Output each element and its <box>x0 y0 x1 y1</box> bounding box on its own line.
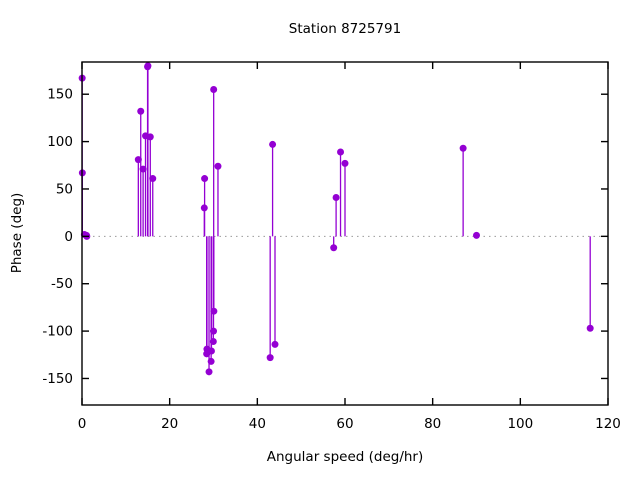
y-tick-label: -50 <box>51 276 73 292</box>
y-tick-label: 50 <box>56 181 73 197</box>
data-point <box>341 159 349 167</box>
data-point <box>473 231 480 239</box>
data-point <box>459 144 467 152</box>
data-point <box>205 368 213 376</box>
data-point <box>201 175 209 183</box>
chart-title: Station 8725791 <box>288 21 402 37</box>
data-point <box>209 338 217 346</box>
data-point <box>207 357 215 365</box>
data-point <box>337 148 345 156</box>
data-point <box>271 340 279 348</box>
data-point <box>146 133 154 141</box>
y-tick-label: 0 <box>64 229 73 245</box>
data-point <box>207 347 215 355</box>
x-tick-label: 60 <box>336 416 353 432</box>
x-tick-label: 120 <box>595 416 621 432</box>
x-tick-label: 100 <box>507 416 533 432</box>
x-tick-label: 0 <box>78 416 87 432</box>
x-tick-label: 40 <box>249 416 266 432</box>
data-point <box>332 193 340 201</box>
y-tick-label: -100 <box>42 324 73 340</box>
data-point <box>266 354 274 362</box>
data-point <box>210 85 218 93</box>
data-point <box>210 307 218 315</box>
data-point <box>586 324 594 332</box>
data-point <box>214 162 222 170</box>
x-tick-label: 20 <box>161 416 178 432</box>
y-tick-label: 150 <box>47 87 73 103</box>
data-point <box>210 327 217 335</box>
x-tick-label: 80 <box>424 416 441 432</box>
data-point <box>139 165 147 173</box>
y-tick-label: 100 <box>47 134 73 150</box>
y-tick-label: -150 <box>42 371 73 387</box>
data-point <box>149 175 157 183</box>
data-point <box>137 107 145 115</box>
data-point <box>144 62 152 70</box>
data-point <box>134 156 142 164</box>
data-point <box>330 244 338 252</box>
x-axis-label: Angular speed (deg/hr) <box>266 449 424 465</box>
data-point <box>269 140 277 148</box>
